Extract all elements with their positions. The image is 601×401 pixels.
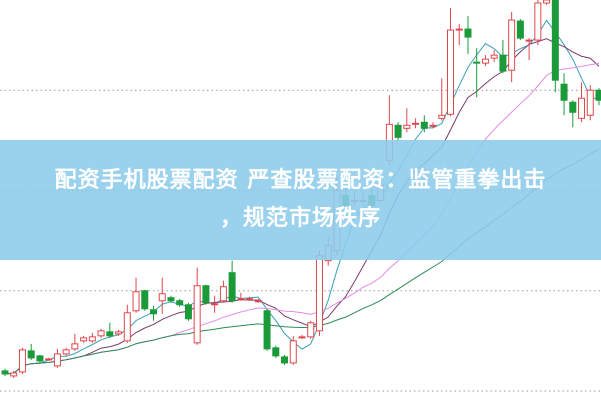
candle-up (115, 331, 123, 335)
candle-up (193, 285, 201, 344)
candle-up (237, 298, 245, 301)
banner-title-line2: ，规范市场秩序 (219, 206, 381, 231)
candle-up (534, 2, 542, 41)
candle-up (71, 343, 79, 350)
candle-up (543, 0, 551, 4)
candle-up (80, 337, 88, 342)
title-banner: 配资手机股票配资 严查股票配资：监管重拳出击 ，规范市场秩序 (0, 140, 601, 260)
candle-up (289, 340, 297, 364)
candle-up (307, 322, 315, 338)
candle-up (578, 97, 586, 119)
candle-down (551, 0, 559, 81)
candle-up (412, 122, 420, 125)
candle-down (394, 124, 402, 138)
candle-up (123, 312, 131, 342)
candle-down (27, 350, 35, 359)
candle-down (184, 304, 192, 320)
candle-up (429, 124, 437, 127)
candle-down (141, 290, 149, 310)
candle-down (167, 297, 175, 302)
candle-up (62, 349, 70, 355)
candle-up (246, 298, 254, 301)
candle-up (525, 39, 533, 42)
candle-up (158, 293, 166, 302)
candle-down (272, 347, 280, 357)
candle-up (132, 291, 140, 312)
candle-down (1, 370, 9, 375)
candle-up (490, 54, 498, 59)
candle-up (455, 28, 463, 31)
candle-down (106, 331, 114, 337)
candle-down (516, 20, 524, 39)
candle-down (499, 54, 507, 72)
candle-down (473, 61, 481, 64)
candle-up (211, 303, 219, 306)
candle-up (88, 336, 96, 342)
candle-up (438, 114, 446, 119)
candle-up (53, 353, 61, 367)
candle-up (18, 349, 26, 373)
candle-up (45, 358, 53, 361)
candle-down (263, 310, 271, 350)
candle-up (97, 330, 105, 337)
candle-up (403, 124, 411, 129)
candle-up (219, 286, 227, 302)
candle-up (447, 29, 454, 115)
candle-down (202, 285, 210, 304)
ma5-line (4, 19, 600, 375)
candle-up (508, 19, 516, 71)
candle-up (315, 255, 323, 332)
candle-down (36, 355, 44, 362)
candle-down (560, 83, 568, 101)
candle-down (420, 121, 428, 129)
ma10-line (4, 38, 600, 375)
candle-up (586, 89, 594, 116)
candle-up (298, 336, 306, 339)
candle-down (176, 300, 184, 306)
candle-down (228, 272, 236, 302)
candle-down (595, 89, 601, 101)
candle-up (481, 58, 489, 64)
candle-up (254, 300, 262, 303)
candle-down (150, 309, 157, 315)
candle-down (464, 28, 472, 38)
banner-title-line1: 配资手机股票配资 严查股票配资：监管重拳出击 (54, 168, 547, 193)
candle-down (281, 356, 289, 364)
candle-down (569, 101, 577, 113)
candle-up (10, 372, 18, 377)
